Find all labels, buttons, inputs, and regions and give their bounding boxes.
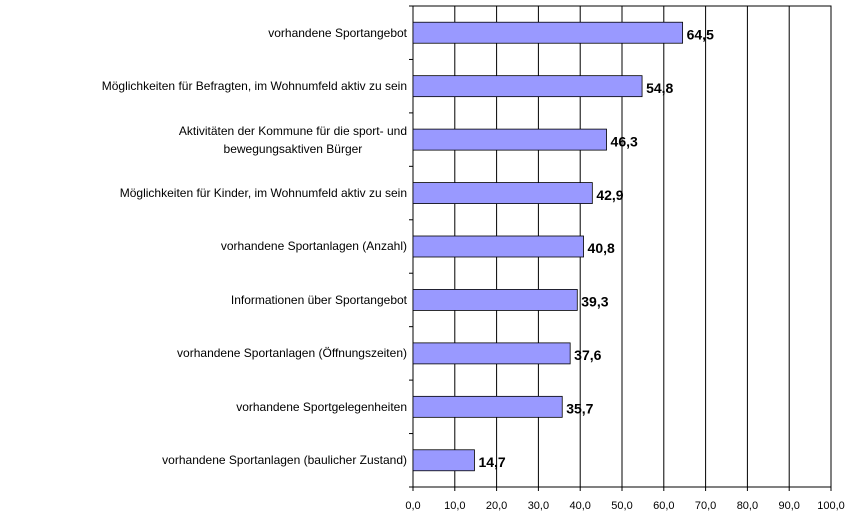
category-text: vorhandene Sportanlagen (Öffnungszeiten) — [177, 346, 407, 361]
x-tick-label: 40,0 — [569, 500, 590, 512]
category-text: Aktivitäten der Kommune für die sport- u… — [178, 123, 407, 156]
x-tick-label: 30,0 — [528, 500, 549, 512]
category-text: Möglichkeiten für Befragten, im Wohnumfe… — [101, 79, 407, 94]
value-label: 54,8 — [646, 80, 673, 96]
category-label: vorhandene Sportanlagen (baulicher Zusta… — [0, 434, 407, 487]
x-tick-label: 10,0 — [444, 500, 465, 512]
value-label: 35,7 — [566, 401, 593, 417]
category-label: vorhandene Sportgelegenheiten — [0, 380, 407, 433]
category-label: vorhandene Sportanlagen (Anzahl) — [0, 220, 407, 273]
bar — [412, 21, 684, 44]
category-label: Aktivitäten der Kommune für die sport- u… — [0, 113, 407, 166]
category-text: vorhandene Sportangebot — [268, 25, 407, 40]
x-tick-label: 20,0 — [486, 500, 507, 512]
category-text: Möglichkeiten für Kinder, im Wohnumfeld … — [119, 186, 407, 201]
bar — [412, 75, 643, 98]
category-label: vorhandene Sportangebot — [0, 6, 407, 59]
value-label: 40,8 — [588, 240, 615, 256]
x-tick-label: 90,0 — [778, 500, 799, 512]
value-label: 37,6 — [574, 347, 601, 363]
x-tick-label: 0,0 — [405, 500, 420, 512]
category-text: Informationen über Sportangebot — [230, 292, 407, 307]
category-label: vorhandene Sportanlagen (Öffnungszeiten) — [0, 327, 407, 380]
x-tick-label: 100,0 — [817, 500, 845, 512]
value-label: 14,7 — [478, 454, 505, 470]
bar — [412, 182, 593, 204]
bar — [412, 395, 563, 418]
bar — [412, 289, 578, 311]
value-label: 42,9 — [596, 187, 623, 203]
category-text: vorhandene Sportgelegenheiten — [236, 399, 407, 414]
category-label: Informationen über Sportangebot — [0, 273, 407, 326]
bar — [412, 342, 571, 365]
category-text: vorhandene Sportanlagen (Anzahl) — [220, 239, 407, 254]
value-label: 39,3 — [581, 294, 608, 310]
value-label: 46,3 — [611, 133, 638, 149]
category-label: Möglichkeiten für Befragten, im Wohnumfe… — [0, 59, 407, 112]
category-text: vorhandene Sportanlagen (baulicher Zusta… — [162, 453, 407, 468]
bar — [412, 235, 584, 258]
x-tick-label: 70,0 — [695, 500, 716, 512]
value-label: 64,5 — [687, 26, 714, 42]
bar — [412, 449, 475, 472]
x-tick-label: 60,0 — [653, 500, 674, 512]
x-tick-label: 50,0 — [611, 500, 632, 512]
bar — [412, 128, 607, 151]
x-tick-label: 80,0 — [737, 500, 758, 512]
category-label: Möglichkeiten für Kinder, im Wohnumfeld … — [0, 166, 407, 219]
